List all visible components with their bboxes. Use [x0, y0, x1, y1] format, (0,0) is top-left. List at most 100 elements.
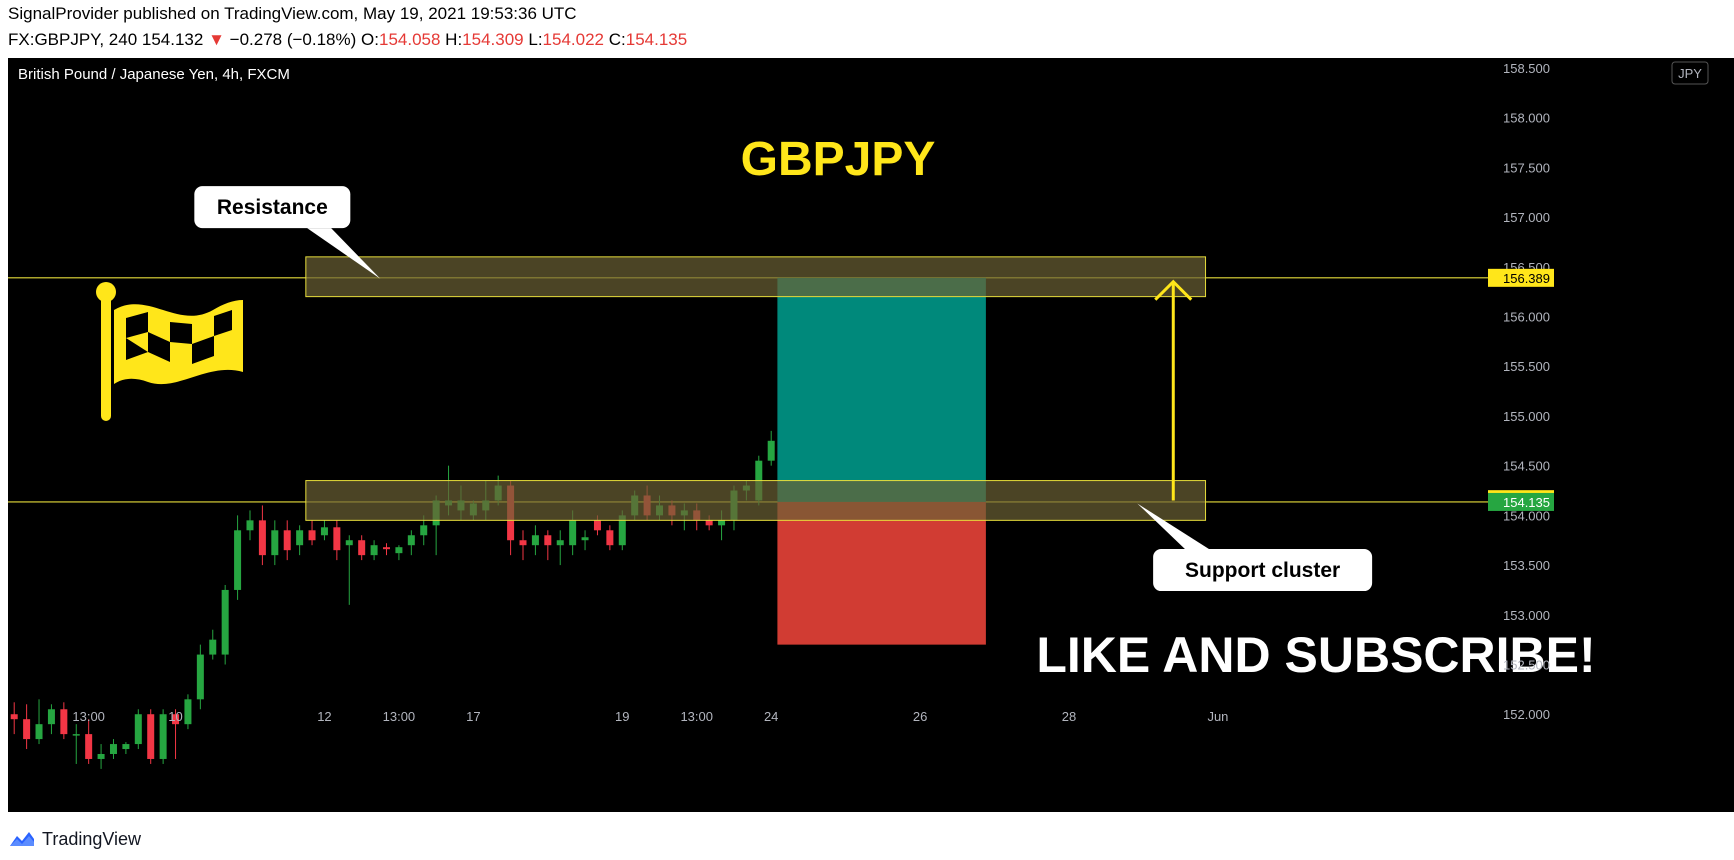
y-tick-label: 152.000: [1503, 707, 1550, 722]
candle-body: [395, 547, 403, 554]
candle-body: [407, 535, 415, 546]
symbol-interval: FX:GBPJPY, 240: [8, 30, 138, 49]
candle-body: [283, 530, 291, 551]
candle-body: [271, 530, 279, 556]
y-tick-label: 155.500: [1503, 359, 1550, 374]
checkered-flag-icon: [96, 282, 243, 421]
down-arrow-icon: ▼: [208, 30, 225, 49]
y-tick-label: 155.000: [1503, 409, 1550, 424]
candles: [10, 430, 912, 769]
footer-brand[interactable]: TradingView: [8, 824, 141, 854]
x-tick-label: 12: [317, 709, 331, 724]
high-value: 154.309: [462, 30, 524, 49]
open-value: 154.058: [378, 30, 441, 49]
currency-badge[interactable]: JPY: [1671, 61, 1709, 85]
chart-area[interactable]: Resistance Support cluster British Pound …: [8, 58, 1734, 812]
target-zone[interactable]: [777, 277, 986, 502]
y-tick-label: 152.500: [1503, 658, 1550, 673]
candle-body: [705, 520, 713, 526]
long-position-tool[interactable]: [777, 277, 986, 645]
callout-label: Resistance: [217, 196, 328, 219]
candle-body: [234, 530, 242, 590]
candle-body: [718, 520, 726, 526]
x-tick-label: 24: [764, 709, 778, 724]
candle-body: [345, 540, 353, 546]
y-tick-label: 157.500: [1503, 160, 1550, 175]
candle-body: [358, 540, 366, 556]
y-tick-label: 158.500: [1503, 61, 1550, 76]
callout-box: [1153, 549, 1373, 592]
candle-body: [544, 535, 552, 546]
candle-body: [246, 520, 254, 531]
candle-body: [333, 527, 341, 551]
zone-1[interactable]: [305, 480, 1207, 521]
cta-text: LIKE AND SUBSCRIBE!: [1036, 627, 1595, 683]
x-tick-label: 10: [168, 709, 182, 724]
low-value: 154.022: [542, 30, 604, 49]
callouts[interactable]: Resistance Support cluster: [194, 186, 1373, 592]
y-tick-label: 154.500: [1503, 459, 1550, 474]
currency-badge-label: JPY: [1678, 66, 1702, 81]
price-axis[interactable]: 158.500158.000157.500157.000156.500156.0…: [1503, 61, 1550, 722]
candle-body: [159, 714, 167, 759]
target-arrow[interactable]: [1154, 279, 1193, 501]
candle-body: [85, 734, 93, 759]
x-tick-label: Jun: [1207, 709, 1228, 724]
candle-body: [606, 530, 614, 546]
zone-0[interactable]: [305, 256, 1207, 298]
y-tick-label: 153.000: [1503, 608, 1550, 623]
candle-body: [519, 540, 527, 546]
candle-body: [258, 520, 266, 556]
candle-body: [134, 714, 142, 745]
candle-body: [10, 714, 18, 720]
zones[interactable]: [305, 256, 1207, 521]
candle-body: [209, 639, 217, 655]
y-tick-label: 154.000: [1503, 508, 1550, 523]
high-label: H:: [445, 30, 463, 49]
x-tick-label: 13:00: [383, 709, 416, 724]
publisher-line: SignalProvider published on TradingView.…: [8, 4, 577, 23]
close-label: C:: [608, 30, 626, 49]
callout-0[interactable]: Resistance: [194, 186, 381, 279]
chart-svg[interactable]: Resistance Support cluster British Pound …: [8, 58, 1734, 812]
candle-body: [618, 515, 626, 546]
symbol-title: British Pound / Japanese Yen, 4h, FXCM: [18, 66, 290, 83]
candle-body: [172, 714, 180, 725]
y-tick-label: 158.000: [1503, 111, 1550, 126]
price-badge-box: [1488, 268, 1554, 287]
price-badge: 156.389: [1488, 268, 1554, 287]
price-badge: 154.135: [1488, 492, 1554, 511]
candle-body: [72, 734, 80, 736]
candle-body: [196, 654, 204, 700]
price-badge-label: 154.135: [1503, 495, 1550, 510]
arrow-head: [1154, 279, 1193, 301]
x-tick-label: 28: [1062, 709, 1076, 724]
candle-body: [308, 530, 316, 541]
candle-body: [23, 719, 31, 740]
ohlc-line: FX:GBPJPY, 240 154.132 ▼ −0.278 (−0.18%)…: [8, 30, 687, 50]
tradingview-logo-icon: [10, 832, 34, 846]
stop-zone[interactable]: [777, 501, 986, 645]
x-tick-label: 19: [615, 709, 629, 724]
candle-body: [109, 744, 117, 754]
callout-pointer: [307, 228, 381, 279]
price-badge-label: 156.389: [1503, 271, 1550, 286]
candle-body: [320, 527, 328, 536]
candle-body: [593, 520, 601, 531]
candle-body: [382, 547, 390, 550]
x-tick-label: 13:00: [72, 709, 105, 724]
x-tick-label: 17: [466, 709, 480, 724]
time-axis[interactable]: 13:00 10 12 13:00 17 19 13:00 24 26 28 Jun: [72, 709, 1228, 724]
x-tick-label: 13:00: [680, 709, 713, 724]
candle-body: [47, 709, 55, 725]
callout-1[interactable]: Support cluster: [1137, 503, 1373, 592]
price-change: −0.278 (−0.18%): [229, 30, 357, 49]
candle-body: [35, 724, 43, 740]
candle-body: [531, 535, 539, 546]
brand-name: TradingView: [42, 828, 142, 849]
candle-body: [296, 530, 304, 546]
overlay-title: GBPJPY: [741, 133, 936, 186]
candle-body: [370, 545, 378, 556]
y-tick-label: 153.500: [1503, 558, 1550, 573]
